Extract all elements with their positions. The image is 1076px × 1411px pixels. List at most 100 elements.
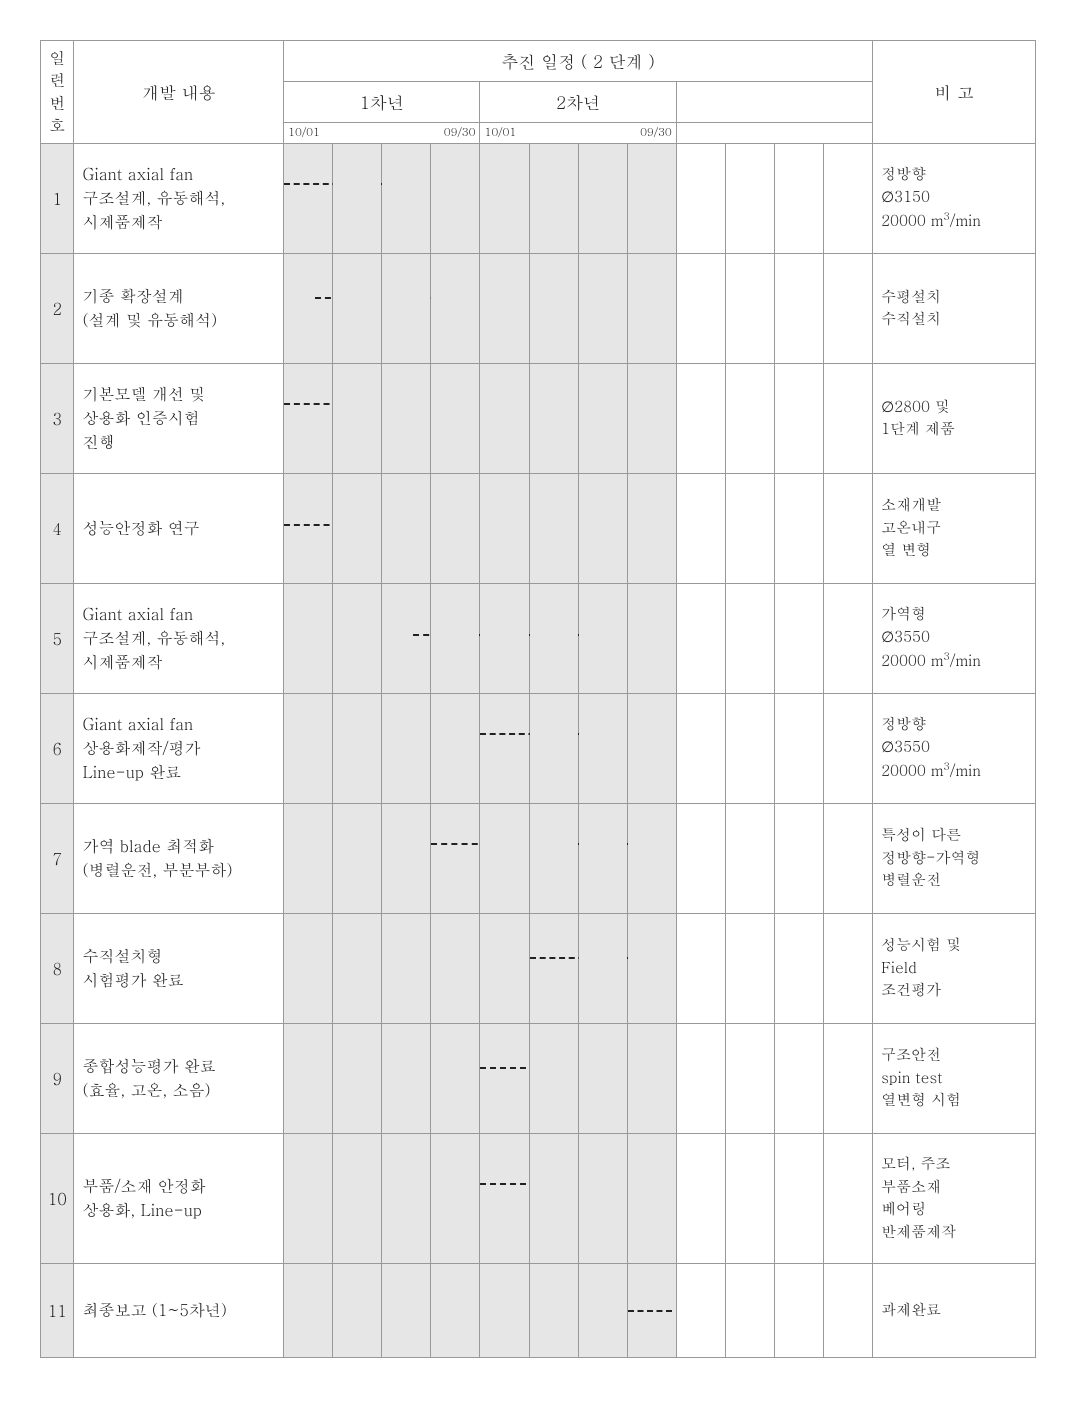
row-notes: 소재개발고온내구열 변형 xyxy=(873,473,1036,583)
gantt-cell xyxy=(578,1263,627,1357)
row-desc: 최종보고 (1~5차년) xyxy=(74,1263,284,1357)
gantt-cell xyxy=(774,583,823,693)
gantt-cell xyxy=(480,253,529,363)
gantt-cell xyxy=(824,693,873,803)
gantt-cell xyxy=(774,1023,823,1133)
gantt-cell xyxy=(480,1023,529,1133)
gantt-cell xyxy=(578,363,627,473)
gantt-cell xyxy=(284,363,333,473)
header-schedule: 추진 일정 ( 2 단계 ) xyxy=(284,41,873,82)
gantt-cell xyxy=(725,473,774,583)
gantt-cell xyxy=(774,363,823,473)
gantt-cell xyxy=(431,913,480,1023)
gantt-cell xyxy=(529,913,578,1023)
gantt-cell xyxy=(725,1133,774,1263)
gantt-cell xyxy=(284,803,333,913)
row-notes: ∅2800 및1단계 제품 xyxy=(873,363,1036,473)
gantt-cell xyxy=(529,803,578,913)
gantt-cell xyxy=(676,473,725,583)
header-year3-dates xyxy=(676,122,872,143)
row-number: 7 xyxy=(41,803,74,913)
gantt-cell xyxy=(333,473,382,583)
gantt-cell xyxy=(431,1133,480,1263)
gantt-cell xyxy=(333,1023,382,1133)
gantt-cell xyxy=(725,1263,774,1357)
gantt-cell xyxy=(774,1133,823,1263)
gantt-cell xyxy=(676,693,725,803)
gantt-cell xyxy=(725,583,774,693)
header-year1: 1차년 xyxy=(284,81,480,122)
row-number: 9 xyxy=(41,1023,74,1133)
gantt-cell xyxy=(529,363,578,473)
date-end-2: 09/30 xyxy=(640,124,672,140)
gantt-cell xyxy=(824,1263,873,1357)
gantt-cell xyxy=(627,803,676,913)
gantt-cell xyxy=(284,253,333,363)
schedule-table: 일련번호 개발 내용 추진 일정 ( 2 단계 ) 비 고 1차년 2차년 10… xyxy=(40,40,1036,1358)
gantt-cell xyxy=(774,1263,823,1357)
gantt-cell xyxy=(627,1023,676,1133)
gantt-cell xyxy=(480,803,529,913)
gantt-cell xyxy=(774,693,823,803)
gantt-cell xyxy=(578,803,627,913)
gantt-cell xyxy=(627,253,676,363)
row-number: 5 xyxy=(41,583,74,693)
gantt-cell xyxy=(480,913,529,1023)
date-end-1: 09/30 xyxy=(444,124,476,140)
header-year2: 2차년 xyxy=(480,81,676,122)
gantt-cell xyxy=(480,693,529,803)
gantt-cell xyxy=(725,803,774,913)
row-number: 8 xyxy=(41,913,74,1023)
row-number: 10 xyxy=(41,1133,74,1263)
gantt-cell xyxy=(627,1263,676,1357)
row-desc: 가역 blade 최적화(병렬운전, 부분부하) xyxy=(74,803,284,913)
row-number: 1 xyxy=(41,143,74,253)
gantt-cell xyxy=(382,693,431,803)
gantt-cell xyxy=(824,913,873,1023)
gantt-cell xyxy=(382,803,431,913)
header-serial: 일련번호 xyxy=(41,41,74,144)
gantt-cell xyxy=(725,143,774,253)
row-notes: 가역형∅355020000 m3/min xyxy=(873,583,1036,693)
gantt-cell xyxy=(480,1133,529,1263)
gantt-cell xyxy=(676,363,725,473)
gantt-cell xyxy=(382,1023,431,1133)
row-number: 2 xyxy=(41,253,74,363)
gantt-cell xyxy=(333,253,382,363)
row-notes: 정방향∅355020000 m3/min xyxy=(873,693,1036,803)
row-desc: Giant axial fan상용화제작/평가Line-up 완료 xyxy=(74,693,284,803)
header-notes: 비 고 xyxy=(873,41,1036,144)
gantt-cell xyxy=(333,1263,382,1357)
row-number: 11 xyxy=(41,1263,74,1357)
gantt-cell xyxy=(529,693,578,803)
gantt-cell xyxy=(578,1133,627,1263)
row-notes: 정방향∅315020000 m3/min xyxy=(873,143,1036,253)
schedule-table-wrap: 일련번호 개발 내용 추진 일정 ( 2 단계 ) 비 고 1차년 2차년 10… xyxy=(40,40,1036,1358)
gantt-cell xyxy=(676,913,725,1023)
header-desc: 개발 내용 xyxy=(74,41,284,144)
gantt-cell xyxy=(382,143,431,253)
row-desc: 성능안정화 연구 xyxy=(74,473,284,583)
gantt-cell xyxy=(676,1023,725,1133)
row-number: 3 xyxy=(41,363,74,473)
gantt-bar xyxy=(628,1310,672,1312)
gantt-cell xyxy=(529,1133,578,1263)
date-start-1: 10/01 xyxy=(288,124,320,140)
gantt-cell xyxy=(529,1023,578,1133)
gantt-cell xyxy=(333,803,382,913)
row-number: 6 xyxy=(41,693,74,803)
gantt-cell xyxy=(627,143,676,253)
gantt-cell xyxy=(824,143,873,253)
gantt-cell xyxy=(627,1133,676,1263)
gantt-cell xyxy=(627,693,676,803)
gantt-cell xyxy=(774,473,823,583)
gantt-cell xyxy=(480,143,529,253)
gantt-cell xyxy=(284,1263,333,1357)
table-body: 1 Giant axial fan구조설계, 유동해석,시제품제작 정방향∅3150… xyxy=(41,143,1036,1357)
row-desc: Giant axial fan구조설계, 유동해석,시제품제작 xyxy=(74,583,284,693)
gantt-cell xyxy=(578,913,627,1023)
gantt-cell xyxy=(529,583,578,693)
row-notes: 모터, 주조부품소재베어링반제품제작 xyxy=(873,1133,1036,1263)
date-start-2: 10/01 xyxy=(484,124,516,140)
gantt-cell xyxy=(676,803,725,913)
